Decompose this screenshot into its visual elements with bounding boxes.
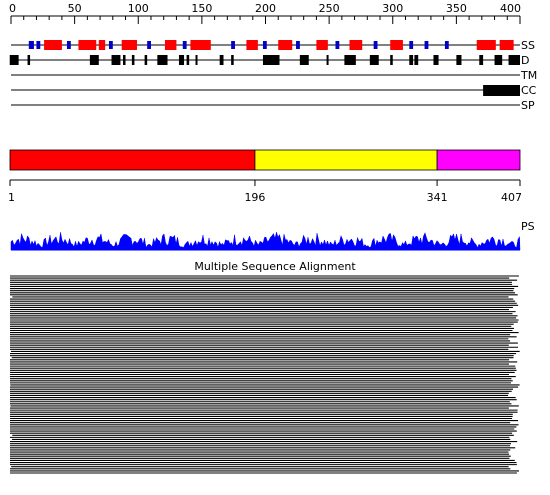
ruler-tick-label: 100 bbox=[128, 2, 149, 15]
disorder-region bbox=[122, 55, 126, 65]
disorder-region bbox=[414, 55, 419, 65]
ruler-tick-label: 250 bbox=[319, 2, 340, 15]
disorder-region bbox=[178, 55, 185, 65]
strand-segment bbox=[28, 41, 34, 49]
coiled-coil-region bbox=[483, 85, 520, 96]
track-label: SP bbox=[521, 99, 535, 112]
disorder-region bbox=[369, 55, 379, 65]
strand-segment bbox=[335, 41, 340, 49]
track-label: CC bbox=[521, 84, 537, 97]
disorder-region bbox=[111, 55, 121, 65]
strand-segment bbox=[444, 41, 449, 49]
disorder-region bbox=[186, 55, 190, 65]
domain-axis-label: 341 bbox=[427, 191, 448, 204]
disorder-region bbox=[456, 55, 462, 65]
helix-segment bbox=[390, 40, 403, 50]
disorder-region bbox=[262, 55, 280, 65]
disorder-region bbox=[326, 55, 329, 65]
helix-segment bbox=[349, 40, 363, 50]
coiled-coil-track: CC bbox=[11, 84, 537, 97]
ps-profile-area bbox=[10, 231, 521, 251]
helix-segment bbox=[316, 40, 328, 50]
ps-profile-track: PS bbox=[10, 220, 535, 251]
ruler-tick-label: 400 bbox=[500, 2, 521, 15]
secondary-structure-track: SS bbox=[11, 39, 535, 52]
strand-segment bbox=[373, 41, 378, 49]
signal-peptide-track: SP bbox=[11, 99, 535, 112]
disorder-region bbox=[512, 55, 518, 65]
domain-segment bbox=[9, 149, 256, 171]
ruler-tick-label: 300 bbox=[382, 2, 403, 15]
disorder-region bbox=[157, 55, 168, 65]
transmembrane-track: TM bbox=[11, 69, 537, 82]
disorder-region bbox=[494, 55, 503, 65]
disorder-region bbox=[131, 55, 135, 65]
domain-segment bbox=[436, 149, 521, 171]
domain-axis-label: 407 bbox=[501, 191, 522, 204]
disorder-region bbox=[144, 55, 148, 65]
disorder-region bbox=[195, 55, 198, 65]
domain-axis-label: 1 bbox=[8, 191, 15, 204]
helix-segment bbox=[78, 40, 97, 50]
disorder-region bbox=[479, 55, 484, 65]
ruler-tick-label: 200 bbox=[255, 2, 276, 15]
helix-segment bbox=[164, 40, 177, 50]
domain-axis-label: 196 bbox=[244, 191, 265, 204]
helix-segment bbox=[121, 40, 137, 50]
helix-segment bbox=[476, 40, 496, 50]
ruler-tick-label: 350 bbox=[446, 2, 467, 15]
disorder-region bbox=[344, 55, 356, 65]
ruler-tick-label: 50 bbox=[68, 2, 82, 15]
strand-segment bbox=[108, 41, 113, 49]
helix-segment bbox=[278, 40, 293, 50]
strand-segment bbox=[182, 41, 187, 49]
multiple-sequence-alignment bbox=[10, 275, 520, 474]
track-label: TM bbox=[520, 69, 537, 82]
strand-segment bbox=[231, 41, 235, 49]
disorder-region bbox=[433, 55, 439, 65]
ps-label: PS bbox=[521, 220, 535, 233]
strand-segment bbox=[409, 41, 414, 49]
disorder-region bbox=[299, 55, 309, 65]
strand-segment bbox=[424, 41, 429, 49]
strand-segment bbox=[36, 41, 41, 49]
domain-segment bbox=[254, 149, 438, 171]
helix-segment bbox=[44, 40, 62, 50]
ruler-tick-label: 150 bbox=[191, 2, 212, 15]
disorder-region bbox=[231, 55, 234, 65]
track-label: SS bbox=[521, 39, 535, 52]
domain-bar bbox=[9, 149, 521, 171]
disorder-region bbox=[89, 55, 99, 65]
msa-title: Multiple Sequence Alignment bbox=[194, 260, 356, 273]
disorder-region bbox=[219, 55, 224, 65]
ruler-tick-label: 0 bbox=[9, 2, 16, 15]
helix-segment bbox=[499, 40, 514, 50]
disorder-track: D bbox=[9, 54, 529, 67]
disorder-region bbox=[9, 55, 19, 65]
helix-segment bbox=[98, 40, 106, 50]
strand-segment bbox=[147, 41, 151, 49]
disorder-region bbox=[27, 55, 31, 65]
disorder-region bbox=[409, 55, 414, 65]
domain-axis: 1 196 341 407 bbox=[8, 179, 522, 204]
position-ruler: 0 50 100 150 200 250 300 350 400 bbox=[9, 2, 521, 24]
strand-segment bbox=[296, 41, 300, 49]
strand-segment bbox=[66, 41, 71, 49]
track-label: D bbox=[521, 54, 529, 67]
helix-segment bbox=[246, 40, 258, 50]
strand-segment bbox=[262, 41, 267, 49]
disorder-region bbox=[390, 55, 393, 65]
helix-segment bbox=[190, 40, 211, 50]
